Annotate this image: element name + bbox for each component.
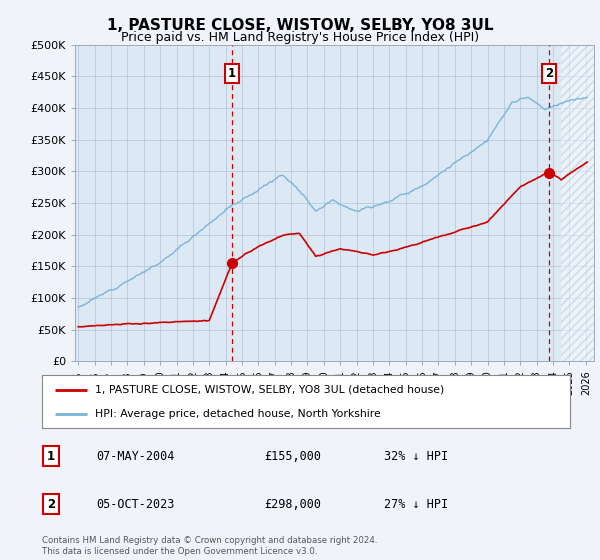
Text: 1: 1 [227, 67, 236, 80]
Text: Contains HM Land Registry data © Crown copyright and database right 2024.: Contains HM Land Registry data © Crown c… [42, 536, 377, 545]
Text: 1, PASTURE CLOSE, WISTOW, SELBY, YO8 3UL: 1, PASTURE CLOSE, WISTOW, SELBY, YO8 3UL [107, 18, 493, 33]
Text: 1, PASTURE CLOSE, WISTOW, SELBY, YO8 3UL (detached house): 1, PASTURE CLOSE, WISTOW, SELBY, YO8 3UL… [95, 385, 444, 395]
Text: This data is licensed under the Open Government Licence v3.0.: This data is licensed under the Open Gov… [42, 547, 317, 556]
Text: 32% ↓ HPI: 32% ↓ HPI [384, 450, 448, 463]
Text: 2: 2 [545, 67, 553, 80]
Text: £298,000: £298,000 [264, 497, 321, 511]
Text: £155,000: £155,000 [264, 450, 321, 463]
Text: 2: 2 [47, 497, 55, 511]
Text: 27% ↓ HPI: 27% ↓ HPI [384, 497, 448, 511]
Text: 07-MAY-2004: 07-MAY-2004 [96, 450, 175, 463]
Text: 1: 1 [47, 450, 55, 463]
Bar [561, 45, 600, 361]
Text: HPI: Average price, detached house, North Yorkshire: HPI: Average price, detached house, Nort… [95, 409, 380, 419]
Text: 05-OCT-2023: 05-OCT-2023 [96, 497, 175, 511]
Bar [561, 45, 600, 361]
Text: Price paid vs. HM Land Registry's House Price Index (HPI): Price paid vs. HM Land Registry's House … [121, 31, 479, 44]
